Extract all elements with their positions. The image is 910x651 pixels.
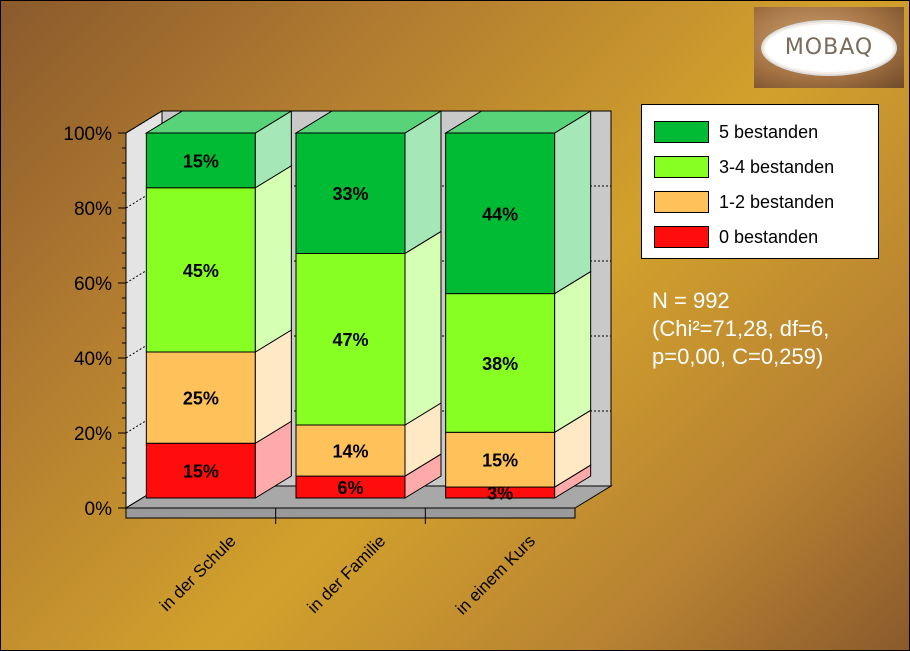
data-label: 33%	[332, 184, 368, 204]
legend-swatch	[654, 121, 709, 143]
statistics-text: N = 992 (Chi²=71,28, df=6, p=0,00, C=0,2…	[652, 287, 829, 371]
legend-swatch	[654, 156, 709, 178]
x-category-label: in einem Kurs	[452, 531, 539, 618]
data-label: 15%	[183, 462, 219, 482]
y-ticks: 0% 20% 40% 60% 80% 100%	[63, 124, 126, 520]
data-label: 6%	[337, 478, 363, 498]
bar-top	[144, 110, 294, 134]
stats-chi: (Chi²=71,28, df=6,	[652, 316, 830, 341]
legend-label: 5 bestanden	[719, 121, 819, 142]
bar-segment-side	[554, 110, 592, 295]
bar-segment	[145, 187, 256, 353]
legend-swatch	[654, 191, 709, 213]
logo-text: MOBAQ	[784, 35, 874, 60]
gridline-side	[125, 185, 163, 209]
gridline-side	[125, 335, 163, 359]
data-label: 15%	[482, 451, 518, 471]
legend-item-1-2-bestanden: 1-2 bestanden	[654, 189, 834, 215]
bar-segment-side	[554, 270, 592, 434]
bar-segment	[295, 252, 406, 426]
data-label: 3%	[487, 484, 513, 504]
legend-item-0-bestanden: 0 bestanden	[654, 224, 818, 250]
chart-legend: 5 bestanden 3-4 bestanden 1-2 bestanden …	[641, 104, 879, 259]
bar-segment	[445, 132, 556, 295]
stats-n: N = 992	[652, 288, 730, 313]
bar-segment	[295, 132, 406, 254]
legend-label: 1-2 bestanden	[719, 191, 835, 212]
bar-segment	[145, 351, 256, 444]
stats-p: p=0,00, C=0,259)	[652, 344, 824, 369]
bar-segment	[145, 132, 256, 189]
data-label: 45%	[183, 261, 219, 281]
legend-label: 0 bestanden	[719, 226, 819, 247]
y-tick-label: 60%	[74, 274, 112, 295]
data-label: 25%	[183, 389, 219, 409]
logo-oval: MOBAQ	[761, 19, 897, 76]
y-tick-label: 100%	[63, 124, 112, 145]
bar-top	[294, 110, 443, 134]
legend-label: 3-4 bestanden	[719, 156, 835, 177]
bar-segment-side	[404, 110, 442, 255]
legend-item-3-4-bestanden: 3-4 bestanden	[654, 154, 834, 180]
x-category-label: in der Familie	[304, 531, 390, 617]
bar-segment-side	[404, 230, 442, 426]
data-label: 47%	[332, 330, 368, 350]
bar-segment-side	[254, 164, 292, 353]
gridline-side	[125, 110, 163, 134]
legend-item-5-bestanden: 5 bestanden	[654, 119, 818, 145]
bar-1: 15% 25% 45% 15%	[144, 110, 294, 499]
gridline-side	[125, 410, 163, 434]
bar-3: 3% 15% 38% 44%	[443, 110, 593, 504]
gridline-side	[125, 260, 163, 284]
bar-top	[443, 110, 593, 134]
data-label: 44%	[482, 204, 518, 224]
y-tick-label: 80%	[74, 199, 112, 220]
data-label: 14%	[332, 442, 368, 462]
x-axis-base	[125, 507, 576, 519]
bar-2: 6% 14% 47% 33%	[294, 110, 443, 499]
bar-segment	[445, 293, 556, 433]
legend-swatch	[654, 226, 709, 248]
y-tick-label: 0%	[85, 499, 113, 520]
x-category-label: in der Schule	[156, 531, 240, 615]
data-label: 15%	[183, 151, 219, 171]
y-tick-label: 20%	[74, 424, 112, 445]
data-label: 38%	[482, 354, 518, 374]
mobaq-logo: MOBAQ	[754, 7, 904, 88]
y-tick-label: 40%	[74, 349, 112, 370]
